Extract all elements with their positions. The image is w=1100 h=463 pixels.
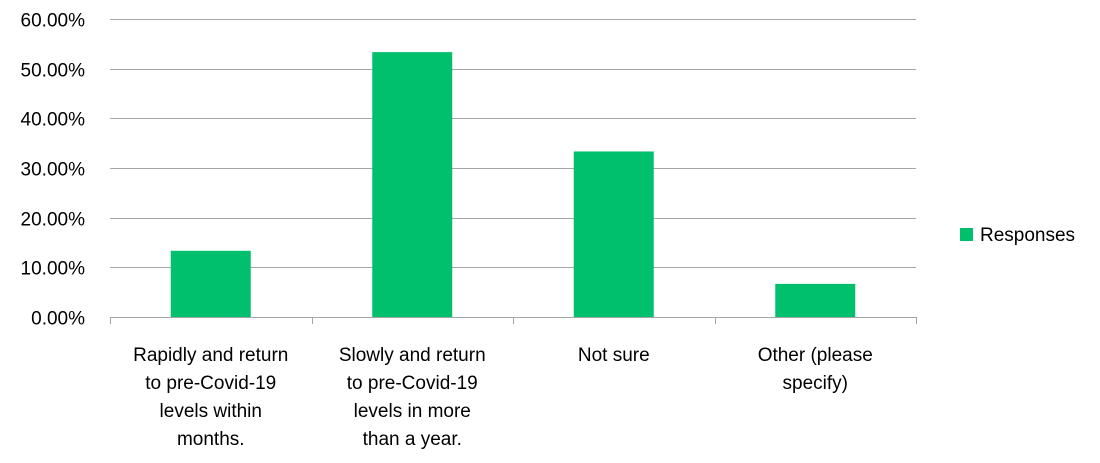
category-label-line: levels in more xyxy=(354,401,471,422)
category-label: Rapidly and return to pre-Covid-19 levels … xyxy=(133,345,288,450)
category-label-line: Other (please xyxy=(758,345,873,366)
category-label: Other (please specify) xyxy=(758,345,873,394)
bars xyxy=(170,52,856,318)
category-label-line: to pre-Covid-19 xyxy=(145,373,276,394)
legend: Responses xyxy=(960,225,1075,246)
category-label-line: specify) xyxy=(783,373,848,394)
bar xyxy=(775,283,856,317)
category-label-line: levels within xyxy=(160,401,262,422)
y-axis-tick-labels: 0.00% 10.00% 20.00% 30.00% 40.00% 50.00% 60.00… xyxy=(21,11,86,330)
x-axis-category-labels: Rapidly and return to pre-Covid-19 levels … xyxy=(133,345,873,450)
y-tick-label: 20.00% xyxy=(21,210,86,231)
y-tick-label: 10.00% xyxy=(21,259,86,280)
legend-label-responses: Responses xyxy=(980,225,1075,246)
x-axis xyxy=(110,317,917,324)
bar xyxy=(573,151,654,317)
y-tick-label: 40.00% xyxy=(21,110,86,131)
category-label: Slowly and return to pre-Covid-19 levels i… xyxy=(339,345,486,450)
bar xyxy=(372,52,453,318)
category-label-line: than a year. xyxy=(363,429,462,450)
category-label: Not sure xyxy=(578,345,650,366)
category-label-line: Rapidly and return xyxy=(133,345,288,366)
y-tick-label: 30.00% xyxy=(21,160,86,181)
y-tick-label: 50.00% xyxy=(21,61,86,82)
category-label-line: to pre-Covid-19 xyxy=(347,373,478,394)
category-label-line: Slowly and return xyxy=(339,345,486,366)
category-label-line: months. xyxy=(177,429,245,450)
bar xyxy=(170,250,251,317)
legend-swatch-responses xyxy=(960,228,973,241)
category-label-line: Not sure xyxy=(578,345,650,366)
y-tick-label: 0.00% xyxy=(31,309,85,330)
y-tick-label: 60.00% xyxy=(21,11,86,32)
